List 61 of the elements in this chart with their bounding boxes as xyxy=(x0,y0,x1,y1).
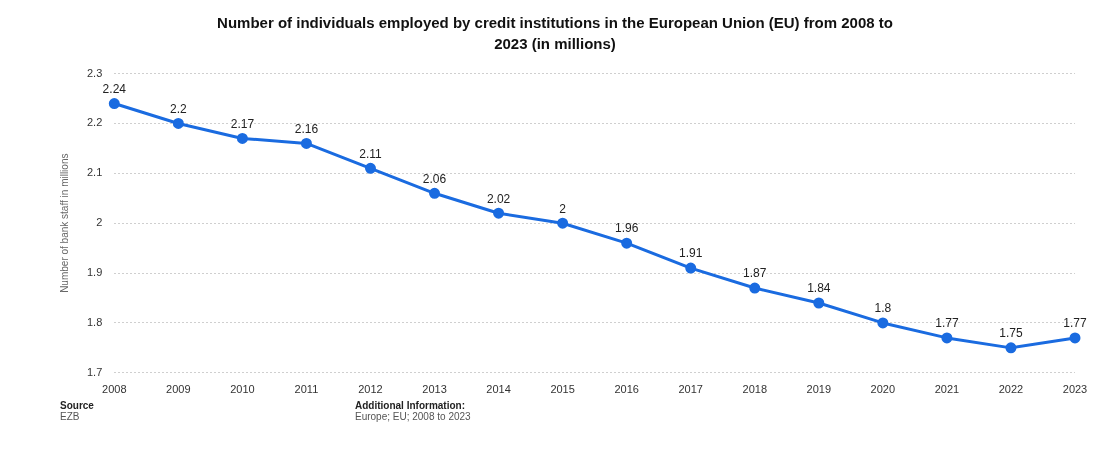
text: Source xyxy=(60,400,94,411)
y-tick-label: 1.7 xyxy=(86,365,103,378)
point xyxy=(1005,342,1017,354)
point xyxy=(236,132,248,144)
x-tick-label: 2008 xyxy=(102,383,127,396)
point xyxy=(941,332,953,344)
x-tick-label: 2021 xyxy=(934,383,960,396)
y-tick-label: 2 xyxy=(96,216,103,229)
x-tick-label: 2013 xyxy=(422,383,447,396)
point xyxy=(429,187,441,199)
point xyxy=(621,237,633,249)
y-tick-label: 1.9 xyxy=(86,266,103,279)
x-tick-label: 2017 xyxy=(678,383,703,396)
x-tick-label: 2022 xyxy=(998,383,1024,396)
point xyxy=(364,162,376,174)
text: EZB xyxy=(60,411,80,422)
data-label: 1.91 xyxy=(679,246,703,261)
y-tick-label: 2.3 xyxy=(86,66,103,79)
data-label: 2.02 xyxy=(486,191,511,206)
point xyxy=(300,137,312,149)
data-label: 2.16 xyxy=(294,121,319,136)
data-label: 1.96 xyxy=(614,221,639,236)
x-tick-label: 2016 xyxy=(614,383,639,396)
point xyxy=(813,297,825,309)
data-label: 2.11 xyxy=(359,146,383,161)
data-label: 2 xyxy=(559,201,567,216)
x-tick-label: 2018 xyxy=(742,383,768,396)
point xyxy=(1069,332,1081,344)
data-label: 2.06 xyxy=(422,171,447,186)
data-label: 1.87 xyxy=(743,266,767,281)
point xyxy=(493,207,505,219)
data-label: 1.77 xyxy=(1063,316,1087,331)
point xyxy=(685,262,697,274)
data-label: 1.8 xyxy=(874,301,892,316)
x-tick-label: 2012 xyxy=(358,383,383,396)
point xyxy=(877,317,889,329)
data-label: 1.75 xyxy=(999,326,1023,341)
point xyxy=(749,282,761,294)
y-tick-label: 2.2 xyxy=(86,116,103,129)
y-axis-title: Number of bank staff in millions xyxy=(58,153,70,293)
x-tick-label: 2010 xyxy=(230,383,255,396)
data-label: 2.17 xyxy=(230,116,255,131)
text: Europe; EU; 2008 to 2023 xyxy=(355,411,471,422)
y-tick-label: 2.1 xyxy=(86,166,103,179)
data-label: 1.77 xyxy=(935,316,959,331)
data-label: 2.2 xyxy=(169,101,187,116)
x-tick-label: 2023 xyxy=(1062,383,1088,396)
point xyxy=(108,98,120,110)
x-tick-label: 2011 xyxy=(294,383,319,396)
x-tick-label: 2014 xyxy=(486,383,511,396)
point xyxy=(172,117,184,129)
x-tick-label: 2015 xyxy=(550,383,575,396)
point xyxy=(557,217,569,229)
y-tick-label: 1.8 xyxy=(86,315,103,328)
x-tick-label: 2009 xyxy=(166,383,191,396)
chart-title: Number of individuals employed by credit institutions in the European Union (EU) from 2008 to 2023 (in millions) xyxy=(216,13,894,54)
data-label: 1.84 xyxy=(807,281,831,296)
x-tick-label: 2019 xyxy=(806,383,832,396)
x-tick-label: 2020 xyxy=(870,383,896,396)
data-label: 2.24 xyxy=(102,81,127,96)
text: Additional Information: xyxy=(355,400,465,411)
